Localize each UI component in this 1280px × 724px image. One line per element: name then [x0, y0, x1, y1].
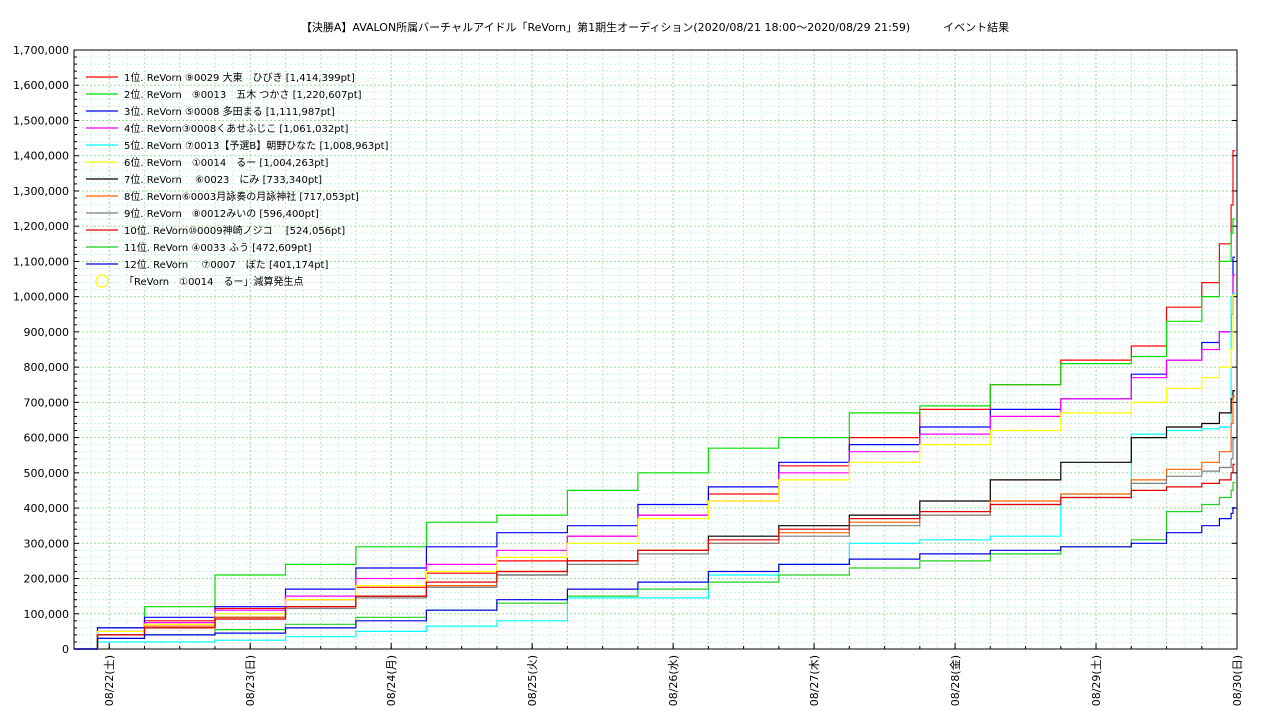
y-tick-label: 100,000	[24, 608, 70, 621]
y-tick-label: 900,000	[24, 326, 70, 339]
y-tick-label: 1,700,000	[13, 44, 69, 57]
plot-frame	[73, 49, 1238, 650]
y-tick-label: 700,000	[24, 396, 70, 409]
legend-label-3: 3位. ReVorn ⑤0008 多田まる [1,111,987pt]	[124, 105, 335, 118]
x-tick-label: 08/26(水)	[667, 655, 680, 706]
y-tick-label: 1,000,000	[13, 291, 69, 304]
legend-label-9: 9位. ReVorn ⑧0012みいの [596,400pt]	[124, 207, 319, 220]
legend-label-11: 11位. ReVorn ④0033 ふう [472,609pt]	[124, 241, 312, 254]
y-tick-label: 1,300,000	[13, 185, 69, 198]
legend-label-5: 5位. ReVorn ⑦0013【予選B】朝野ひなた [1,008,963pt]	[124, 139, 389, 152]
legend-label-10: 10位. ReVorn⑩0009神崎ノジコ [524,056pt]	[124, 224, 345, 237]
y-tick-label: 1,500,000	[13, 114, 69, 127]
y-tick-label: 1,200,000	[13, 220, 69, 233]
grid	[74, 49, 1238, 650]
legend-marker-label: 「ReVorn ①0014 るー」減算発生点	[124, 275, 304, 288]
legend-label-12: 12位. ReVorn ⑦0007 ぼた [401,174pt]	[124, 258, 328, 271]
legend-label-2: 2位. ReVorn ⑨0013 五木 つかさ [1,220,607pt]	[124, 88, 362, 101]
x-tick-label: 08/27(木)	[808, 655, 821, 706]
legend-marker-circle	[95, 274, 109, 288]
x-tick-label: 08/29(土)	[1090, 655, 1103, 706]
series-line-2	[74, 218, 1235, 650]
y-tick-label: 1,100,000	[13, 255, 69, 268]
legend-label-1: 1位. ReVorn ⑨0029 大東 ひびき [1,414,399pt]	[124, 71, 355, 84]
y-tick-label: 300,000	[24, 537, 70, 550]
series-line-12	[74, 507, 1235, 650]
axes: 0 100,000 200,000 300,000 400,000 500,000 600,…	[13, 44, 1244, 706]
series-line-10	[74, 463, 1235, 650]
x-tick-label: 08/30(日)	[1231, 655, 1244, 706]
x-tick-label: 08/28(金)	[948, 655, 962, 706]
y-tick-label: 800,000	[24, 361, 70, 374]
legend-label-6: 6位. ReVorn ①0014 るー [1,004,263pt]	[124, 156, 328, 169]
x-tick-label: 08/25(火)	[526, 655, 539, 706]
series-lines	[74, 150, 1235, 650]
y-tick-label: 0	[62, 643, 69, 656]
legend-label-7: 7位. ReVorn ⑥0023 にみ [733,340pt]	[124, 173, 322, 186]
y-tick-label: 1,600,000	[13, 79, 69, 92]
y-tick-label: 1,400,000	[13, 150, 69, 163]
x-tick-label: 08/22(土)	[103, 655, 116, 706]
y-tick-label: 600,000	[24, 432, 70, 445]
legend: 1位. ReVorn ⑨0029 大東 ひびき [1,414,399pt] 2位.…	[86, 71, 389, 288]
legend-label-4: 4位. ReVorn③0008くあせふじこ [1,061,032pt]	[124, 122, 348, 135]
x-tick-label: 08/23(日)	[244, 655, 257, 706]
legend-label-8: 8位. ReVorn⑥0003月詠奏の月詠神社 [717,053pt]	[124, 190, 359, 203]
x-tick-label: 08/24(月)	[385, 655, 398, 706]
y-tick-label: 200,000	[24, 573, 70, 586]
chart-title: 【決勝A】AVALON所属バーチャルアイドル「ReVorn」第1期生オーディショ…	[301, 20, 1009, 34]
y-tick-label: 500,000	[24, 467, 70, 480]
y-tick-label: 400,000	[24, 502, 70, 515]
